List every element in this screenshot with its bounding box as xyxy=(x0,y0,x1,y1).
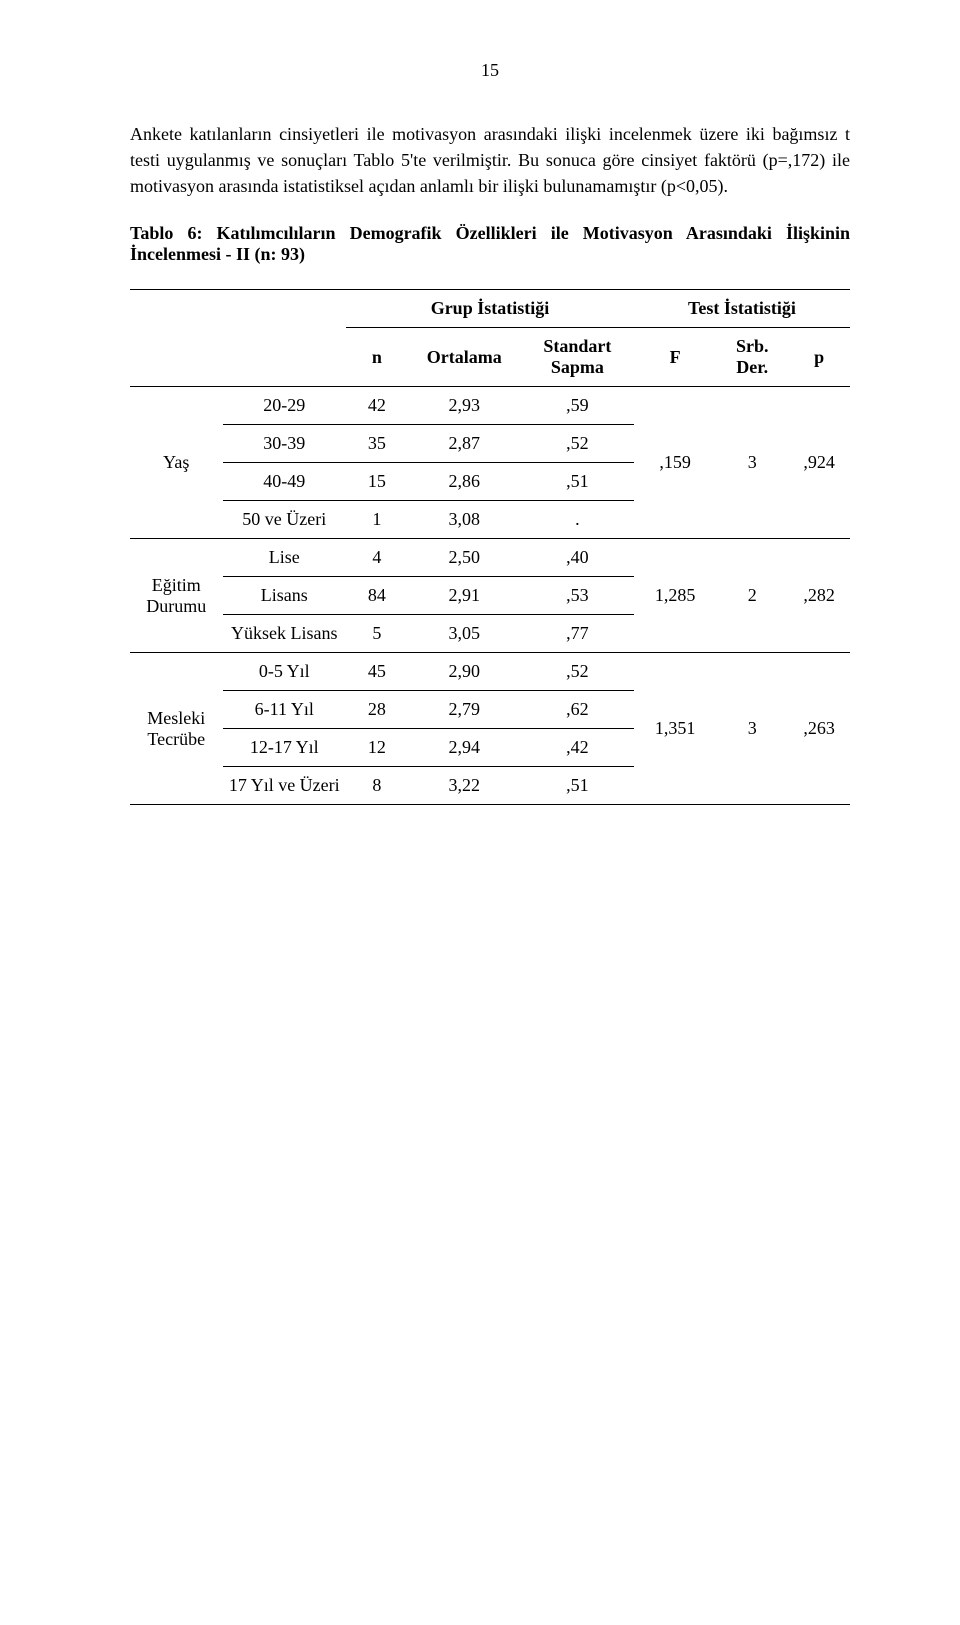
page-number: 15 xyxy=(130,60,850,81)
cell-std: ,53 xyxy=(521,577,634,615)
header-test-stats: Test İstatistiği xyxy=(634,290,850,328)
cell-mean: 2,79 xyxy=(408,691,521,729)
header-row-1: Grup İstatistiği Test İstatistiği xyxy=(130,290,850,328)
row-label: 50 ve Üzeri xyxy=(223,501,346,539)
table-6: Grup İstatistiği Test İstatistiği n Orta… xyxy=(130,289,850,805)
row-label: 20-29 xyxy=(223,387,346,425)
header-group-stats: Grup İstatistiği xyxy=(346,290,634,328)
header-p: p xyxy=(788,328,850,387)
cell-std: ,77 xyxy=(521,615,634,653)
cell-std: ,40 xyxy=(521,539,634,577)
cell-p-exp: ,263 xyxy=(788,653,850,805)
page-container: 15 Ankete katılanların cinsiyetleri ile … xyxy=(0,0,960,1625)
cell-n: 15 xyxy=(346,463,408,501)
cell-F-edu: 1,285 xyxy=(634,539,716,653)
header-mean: Ortalama xyxy=(408,328,521,387)
header-row-2: n Ortalama Standart Sapma F Srb. Der. p xyxy=(130,328,850,387)
cell-n: 8 xyxy=(346,767,408,805)
cell-mean: 3,22 xyxy=(408,767,521,805)
cell-std: ,52 xyxy=(521,425,634,463)
row-label: 0-5 Yıl xyxy=(223,653,346,691)
header-n: n xyxy=(346,328,408,387)
cell-n: 1 xyxy=(346,501,408,539)
cell-mean: 2,90 xyxy=(408,653,521,691)
row-label: 12-17 Yıl xyxy=(223,729,346,767)
row-label: Lise xyxy=(223,539,346,577)
cell-n: 35 xyxy=(346,425,408,463)
row-label: 40-49 xyxy=(223,463,346,501)
cell-mean: 2,50 xyxy=(408,539,521,577)
header-F: F xyxy=(634,328,716,387)
cell-p-edu: ,282 xyxy=(788,539,850,653)
cell-std: ,59 xyxy=(521,387,634,425)
cell-srb-age: 3 xyxy=(716,387,788,539)
cell-n: 4 xyxy=(346,539,408,577)
cell-std: ,62 xyxy=(521,691,634,729)
cell-n: 28 xyxy=(346,691,408,729)
table-6-title: Tablo 6: Katılımcılıların Demografik Öze… xyxy=(130,223,850,265)
cell-std: ,52 xyxy=(521,653,634,691)
header-std: Standart Sapma xyxy=(521,328,634,387)
cell-srb-edu: 2 xyxy=(716,539,788,653)
cell-n: 12 xyxy=(346,729,408,767)
intro-paragraph: Ankete katılanların cinsiyetleri ile mot… xyxy=(130,121,850,199)
cell-mean: 2,94 xyxy=(408,729,521,767)
cell-std: . xyxy=(521,501,634,539)
cell-n: 5 xyxy=(346,615,408,653)
section-label-age: Yaş xyxy=(130,387,223,539)
table-row: Mesleki Tecrübe 0-5 Yıl 45 2,90 ,52 1,35… xyxy=(130,653,850,691)
cell-p-age: ,924 xyxy=(788,387,850,539)
cell-n: 42 xyxy=(346,387,408,425)
cell-F-exp: 1,351 xyxy=(634,653,716,805)
row-label: 6-11 Yıl xyxy=(223,691,346,729)
cell-srb-exp: 3 xyxy=(716,653,788,805)
cell-n: 45 xyxy=(346,653,408,691)
row-label: 30-39 xyxy=(223,425,346,463)
cell-std: ,51 xyxy=(521,463,634,501)
cell-mean: 2,91 xyxy=(408,577,521,615)
header-srb: Srb. Der. xyxy=(716,328,788,387)
cell-mean: 3,05 xyxy=(408,615,521,653)
table-row: Eğitim Durumu Lise 4 2,50 ,40 1,285 2 ,2… xyxy=(130,539,850,577)
cell-std: ,42 xyxy=(521,729,634,767)
row-label: 17 Yıl ve Üzeri xyxy=(223,767,346,805)
table-row: Yaş 20-29 42 2,93 ,59 ,159 3 ,924 xyxy=(130,387,850,425)
cell-n: 84 xyxy=(346,577,408,615)
cell-mean: 2,93 xyxy=(408,387,521,425)
section-label-edu: Eğitim Durumu xyxy=(130,539,223,653)
section-label-exp: Mesleki Tecrübe xyxy=(130,653,223,805)
cell-std: ,51 xyxy=(521,767,634,805)
row-label: Yüksek Lisans xyxy=(223,615,346,653)
cell-mean: 3,08 xyxy=(408,501,521,539)
cell-mean: 2,87 xyxy=(408,425,521,463)
cell-mean: 2,86 xyxy=(408,463,521,501)
cell-F-age: ,159 xyxy=(634,387,716,539)
row-label: Lisans xyxy=(223,577,346,615)
